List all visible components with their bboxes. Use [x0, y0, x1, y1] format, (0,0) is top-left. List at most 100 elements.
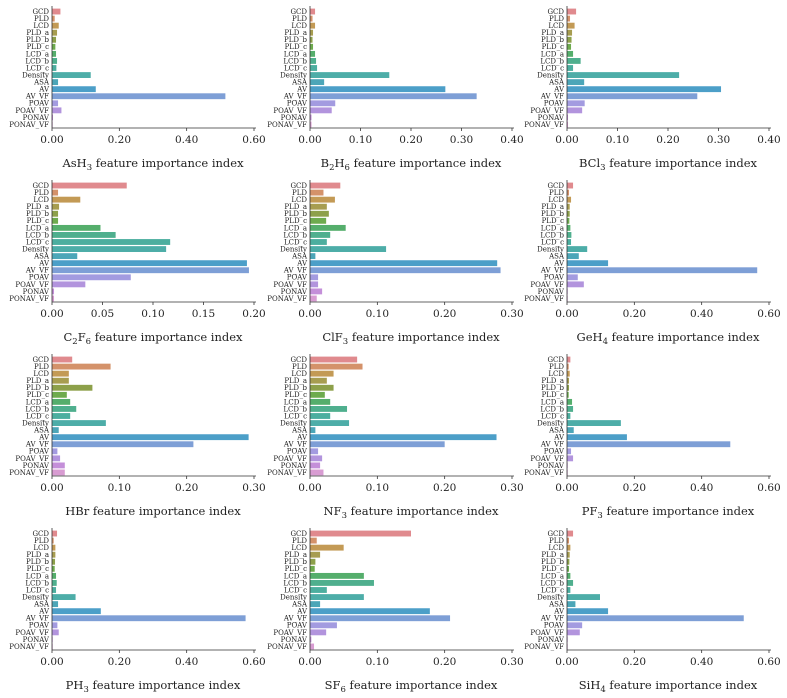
bar	[310, 224, 346, 231]
x-tick-label: 0.15	[192, 308, 215, 320]
bar	[310, 15, 313, 22]
bar	[567, 107, 583, 114]
feature-label: PONAV	[538, 462, 565, 470]
bar	[52, 558, 56, 565]
bar	[52, 580, 57, 586]
feature-label: LCD_c	[26, 238, 49, 246]
feature-label: PONAV_VF	[267, 295, 307, 303]
bar	[52, 72, 91, 78]
bar	[310, 580, 374, 586]
feature-label: LCD_c	[284, 238, 307, 246]
bar	[310, 50, 316, 57]
feature-label: PLD_c	[285, 391, 307, 399]
feature-label: LCD_a	[284, 398, 307, 406]
feature-label: POAV	[287, 622, 308, 630]
bar	[52, 420, 106, 426]
feature-label: GCD	[32, 530, 49, 538]
bar	[567, 580, 574, 586]
bar	[567, 434, 627, 441]
bar	[52, 629, 59, 636]
bar	[567, 100, 585, 107]
bar	[52, 398, 71, 405]
feature-label: LCD	[548, 370, 564, 378]
bar	[567, 43, 572, 50]
bar	[567, 363, 569, 370]
bar	[310, 281, 319, 288]
bar	[310, 587, 327, 593]
chart-panel-2: GCDPLDLCDPLD_aPLD_bPLD_cLCD_aLCD_bLCD_cD…	[524, 6, 781, 173]
feature-label: PONAV	[281, 636, 308, 644]
feature-label: LCD_a	[26, 224, 49, 232]
bar	[310, 29, 314, 36]
x-tick-label: 0.20	[656, 134, 679, 146]
feature-label: PLD_c	[285, 565, 307, 573]
x-tick-label: 0.30	[242, 482, 265, 494]
feature-label: AV	[296, 260, 308, 268]
feature-label: AV	[38, 434, 50, 442]
feature-label: AV_VF	[540, 267, 564, 275]
feature-label: LCD_b	[540, 405, 564, 413]
feature-label: GCD	[32, 182, 49, 190]
bar	[567, 281, 584, 288]
x-tick-label: 0.00	[298, 308, 321, 320]
bar	[52, 295, 55, 302]
bar	[310, 210, 329, 217]
bar	[567, 65, 574, 71]
bar	[52, 370, 69, 377]
chart-title: PF3 feature importance index	[582, 504, 755, 521]
feature-label: Density	[280, 245, 307, 253]
x-tick-label: 0.40	[690, 482, 713, 494]
feature-label: PLD_b	[26, 384, 49, 392]
feature-label: AV_VF	[540, 615, 564, 623]
feature-label: PLD	[549, 363, 564, 371]
feature-label: LCD	[548, 196, 564, 204]
feature-label: Density	[280, 71, 307, 79]
bar	[52, 100, 59, 107]
feature-label: PONAV	[281, 288, 308, 296]
feature-label: POAV_VF	[15, 455, 49, 463]
bar	[567, 232, 572, 238]
chart-title: AsH3 feature importance index	[61, 156, 244, 173]
x-tick-label: 0.30	[500, 482, 523, 494]
bar	[567, 391, 569, 398]
bar	[310, 356, 358, 363]
bar	[52, 384, 93, 391]
chart-title: GeH4 feature importance index	[577, 330, 760, 347]
feature-label: AV_VF	[25, 615, 49, 623]
feature-label: LCD_b	[283, 579, 307, 587]
feature-label: Density	[537, 71, 564, 79]
bar	[567, 587, 571, 593]
bar	[310, 615, 451, 622]
bar	[310, 608, 430, 615]
chart-title: SiH4 feature importance index	[579, 678, 758, 694]
feature-label: GCD	[547, 8, 564, 16]
feature-label: Density	[280, 419, 307, 427]
feature-label: PLD_b	[284, 210, 307, 218]
x-tick-label: 0.10	[366, 656, 389, 668]
bar	[310, 427, 316, 434]
bar	[52, 203, 60, 210]
bar	[52, 29, 58, 36]
feature-label: POAV	[287, 100, 308, 108]
bar	[52, 469, 65, 476]
bar	[567, 72, 680, 78]
feature-label: LCD_a	[26, 398, 49, 406]
feature-label: AV	[38, 260, 50, 268]
bar	[52, 565, 55, 572]
bar	[310, 196, 335, 203]
x-tick-label: 0.00	[298, 482, 321, 494]
feature-label: LCD_b	[25, 231, 49, 239]
feature-label: POAV	[287, 274, 308, 282]
feature-label: AV	[553, 86, 565, 94]
feature-label: AV_VF	[283, 267, 307, 275]
feature-label: ASA	[548, 601, 565, 609]
bar	[310, 274, 319, 281]
bar	[310, 384, 334, 391]
feature-label: LCD_a	[284, 224, 307, 232]
bar	[310, 93, 477, 100]
bar	[567, 189, 570, 196]
bar	[310, 530, 411, 537]
feature-label: PLD_c	[542, 391, 564, 399]
feature-label: PLD_a	[26, 377, 49, 385]
x-tick-label: 0.20	[433, 482, 456, 494]
